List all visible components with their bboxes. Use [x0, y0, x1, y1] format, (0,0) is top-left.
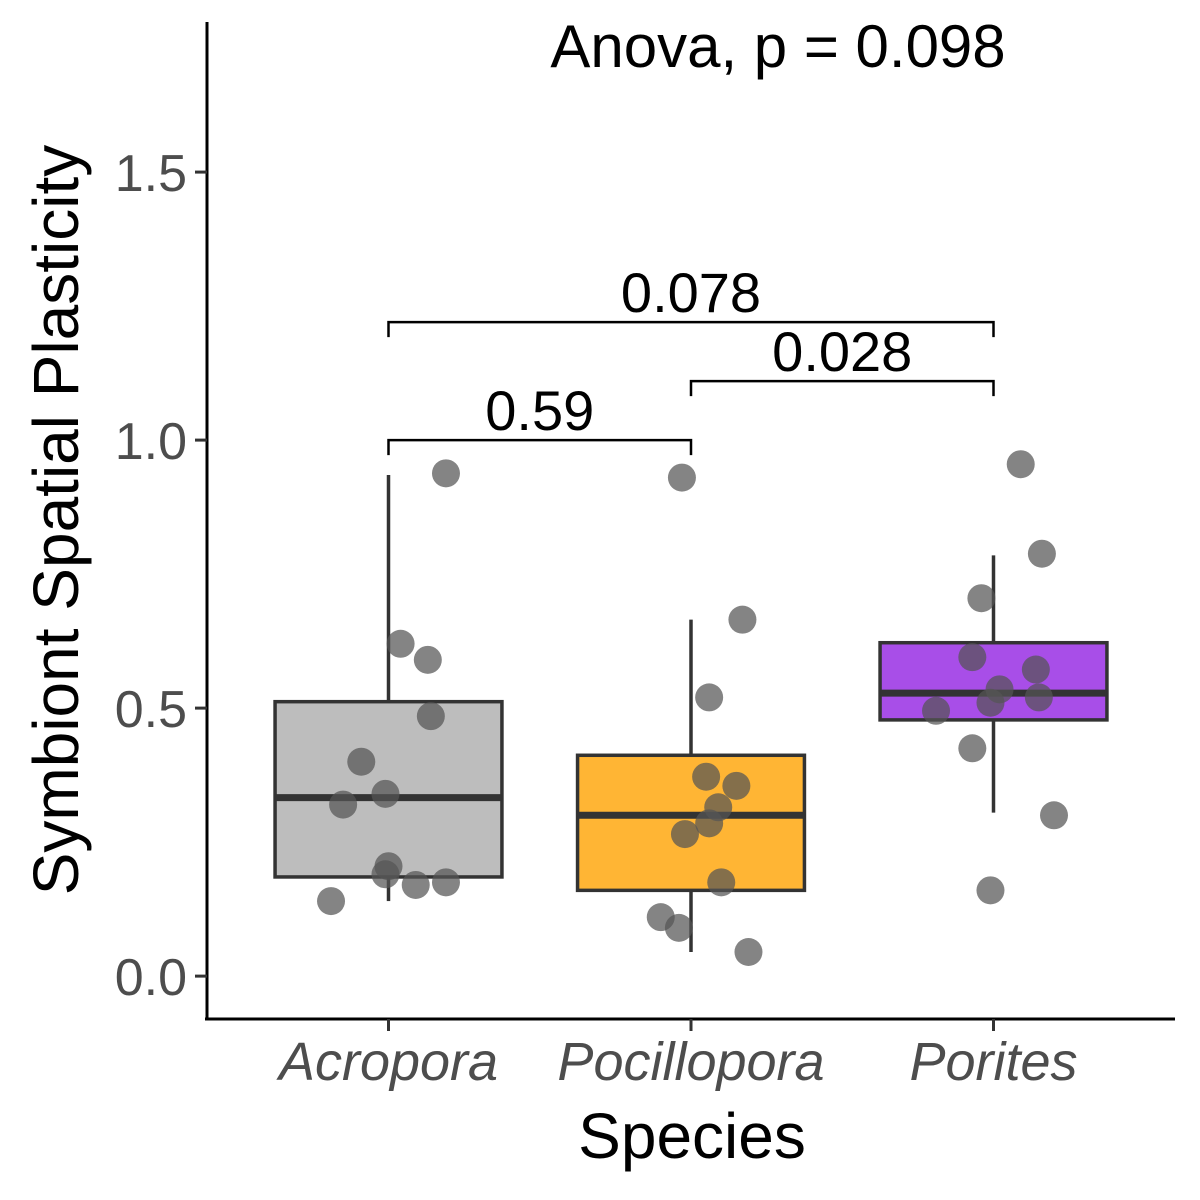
data-point: [967, 584, 996, 613]
data-point: [431, 868, 460, 897]
data-point: [667, 463, 696, 492]
data-point: [347, 747, 376, 776]
bracket-line: [387, 438, 693, 456]
data-point: [413, 645, 442, 674]
data-point: [734, 937, 763, 966]
data-point: [1021, 655, 1050, 684]
data-point: [664, 913, 693, 942]
data-point: [386, 629, 415, 658]
data-point: [1027, 539, 1056, 568]
data-point: [692, 762, 721, 791]
data-point: [371, 779, 400, 808]
y-tick-label: 0.0: [115, 949, 187, 1007]
p-value-label: 0.59: [485, 379, 594, 442]
bracket-line: [387, 320, 995, 338]
data-point: [958, 734, 987, 763]
data-point: [329, 790, 358, 819]
x-tick-label: Pocillopora: [557, 1032, 824, 1092]
data-point: [317, 887, 346, 916]
x-ticks: Acropora Pocillopora Porites: [276, 1019, 1078, 1092]
p-value-label: 0.078: [621, 261, 761, 324]
bracket-line: [689, 379, 995, 397]
data-point: [431, 459, 460, 488]
x-axis-title: Species: [578, 1100, 806, 1172]
x-tick-label: Porites: [909, 1032, 1077, 1092]
data-point: [958, 643, 987, 672]
x-tick-label: Acropora: [276, 1032, 498, 1092]
data-point: [922, 696, 951, 725]
data-points: [317, 450, 1068, 966]
data-point: [416, 702, 445, 731]
data-point: [401, 870, 430, 899]
p-value-label: 0.028: [772, 320, 912, 383]
data-point: [1024, 683, 1053, 712]
data-point: [1040, 801, 1068, 830]
anova-annotation: Anova, p = 0.098: [550, 13, 1005, 80]
data-point: [728, 605, 757, 634]
data-point: [1006, 450, 1035, 479]
comparison-bracket: 0.078: [387, 261, 995, 338]
data-point: [371, 860, 400, 889]
data-point: [695, 809, 724, 838]
data-point: [976, 688, 1005, 717]
y-tick-label: 0.5: [115, 681, 187, 739]
comparison-bracket: 0.028: [689, 320, 995, 397]
data-point: [976, 876, 1005, 905]
box-acropora: [273, 474, 504, 902]
data-point: [670, 820, 699, 849]
y-ticks: 0.0 0.5 1.0 1.5: [115, 145, 207, 1007]
data-point: [722, 771, 751, 800]
data-point: [707, 868, 736, 897]
y-tick-label: 1.5: [115, 145, 187, 203]
box-pocillopora: [575, 619, 807, 952]
data-point: [695, 683, 724, 712]
y-tick-label: 1.0: [115, 413, 187, 471]
comparison-bracket: 0.59: [387, 379, 693, 456]
y-axis-title: Symbiont Spatial Plasticity: [20, 145, 92, 896]
